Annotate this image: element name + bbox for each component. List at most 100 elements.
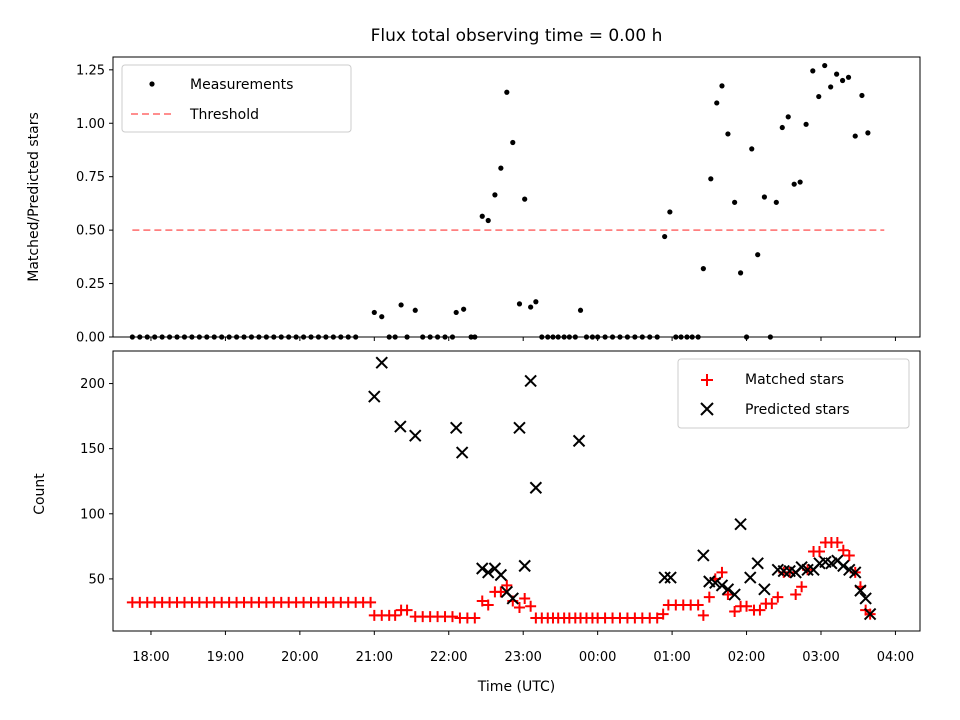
matched-stars-point xyxy=(697,609,709,621)
measurement-point xyxy=(504,89,510,95)
measurement-point xyxy=(749,146,755,152)
matched-stars-point xyxy=(722,589,734,601)
predicted-stars-point xyxy=(744,571,757,584)
measurement-point xyxy=(845,74,852,80)
bottom-xtick-label: 20:00 xyxy=(281,650,318,665)
matched-stars-point xyxy=(813,546,825,558)
bottom-xtick-label: 03:00 xyxy=(802,650,839,665)
measurement-point xyxy=(533,299,539,305)
predicted-stars-point xyxy=(368,390,381,403)
top-legend: Measurements Threshold xyxy=(121,64,352,133)
measurement-point xyxy=(662,233,668,240)
bottom-ytick-label: 150 xyxy=(80,442,105,457)
measurement-point xyxy=(708,176,714,182)
predicted-stars-legend-marker xyxy=(700,402,714,416)
matched-stars-point xyxy=(389,609,401,621)
measurement-point xyxy=(822,62,828,69)
matched-stars-point xyxy=(837,544,849,556)
top-chart-title: Flux total observing time = 0.00 h xyxy=(371,26,663,46)
predicted-stars-point xyxy=(854,584,867,597)
matched-stars-point xyxy=(495,586,507,598)
measurement-point xyxy=(510,139,516,146)
matched-stars-point xyxy=(501,579,513,591)
top-ytick-label: 1.25 xyxy=(76,63,105,78)
matched-stars-point xyxy=(401,604,413,616)
predicted-stars-point xyxy=(494,568,508,582)
bottom-xtick-label: 04:00 xyxy=(877,650,914,665)
predicted-stars-point xyxy=(715,579,729,592)
predicted-stars-point xyxy=(863,607,877,621)
measurement-point xyxy=(577,307,584,313)
predicted-stars-point xyxy=(728,588,741,601)
matched-stars-point xyxy=(772,591,784,603)
measurement-point xyxy=(700,266,706,272)
predicted-stars-series xyxy=(368,356,877,621)
matched-stars-point xyxy=(692,599,704,611)
measurement-point xyxy=(773,199,779,205)
top-x-axis xyxy=(150,337,896,341)
measurements-legend-marker xyxy=(149,81,155,87)
predicted-stars-point xyxy=(449,421,463,435)
matched-stars-point xyxy=(796,581,808,593)
matched-stars-point xyxy=(831,536,843,548)
measurement-point xyxy=(834,71,840,77)
predicted-stars-point xyxy=(837,559,850,573)
predicted-stars-point xyxy=(482,566,495,579)
predicted-stars-point xyxy=(455,446,469,459)
predicted-stars-point xyxy=(524,374,537,388)
matched-stars-point xyxy=(790,589,802,601)
predicted-stars-point xyxy=(409,429,422,442)
matched-stars-legend-marker xyxy=(701,374,713,386)
measurement-point xyxy=(516,301,523,307)
bottom-xtick-label: 21:00 xyxy=(356,650,393,665)
threshold-legend-label: Threshold xyxy=(189,107,259,123)
predicted-stars-point xyxy=(734,518,747,531)
predicted-stars-point xyxy=(394,420,407,433)
measurement-point xyxy=(719,83,725,89)
bottom-y-axis-label: Count xyxy=(32,473,48,515)
bottom-x-axis: 18:00 19:00 20:00 21:00 22:00 23:00 00:00 01:00… xyxy=(132,631,914,665)
matched-stars-point xyxy=(469,612,481,624)
bottom-x-axis-label: Time (UTC) xyxy=(477,679,555,695)
bottom-legend: Matched stars Predicted stars xyxy=(677,358,910,429)
measurement-point xyxy=(667,209,673,215)
bottom-plot-frame xyxy=(112,350,921,632)
top-ytick-label: 1.00 xyxy=(76,117,105,132)
matched-stars-point xyxy=(716,566,728,578)
measurement-point xyxy=(714,100,720,106)
bottom-xtick-label: 23:00 xyxy=(504,650,541,665)
measurement-point xyxy=(791,181,797,187)
measurement-point xyxy=(732,199,738,205)
top-ytick-label: 0.00 xyxy=(76,331,105,346)
bottom-ytick-label: 50 xyxy=(88,572,105,587)
predicted-stars-point xyxy=(859,592,872,605)
predicted-stars-point xyxy=(664,571,677,584)
measurement-point xyxy=(865,130,871,136)
top-legend-box xyxy=(121,64,352,133)
matched-stars-point xyxy=(657,608,669,620)
predicted-stars-point xyxy=(758,583,771,596)
measurement-point xyxy=(761,194,768,200)
bottom-xtick-label: 01:00 xyxy=(653,650,690,665)
measurement-point xyxy=(461,306,467,312)
bottom-xtick-label: 02:00 xyxy=(728,650,765,665)
bottom-xtick-label: 00:00 xyxy=(579,650,616,665)
matched-stars-point xyxy=(729,605,741,617)
predicted-stars-point xyxy=(721,583,735,596)
measurement-point xyxy=(498,165,504,171)
matched-stars-point xyxy=(703,591,715,603)
top-plot-frame xyxy=(112,56,921,338)
measurement-point xyxy=(492,192,498,198)
top-ytick-label: 0.25 xyxy=(76,277,105,292)
top-y-axis-label: Matched/Predicted stars xyxy=(26,112,42,282)
matched-stars-point xyxy=(754,604,766,616)
matched-stars-point xyxy=(513,602,525,614)
predicted-stars-point xyxy=(476,562,489,575)
bottom-y-axis: 50 100 150 200 xyxy=(80,377,113,587)
measurement-point xyxy=(785,114,791,120)
measurement-point xyxy=(852,133,858,139)
predicted-stars-legend-label: Predicted stars xyxy=(745,402,850,418)
measurements-legend-label: Measurements xyxy=(190,77,293,93)
bottom-xtick-label: 19:00 xyxy=(207,650,244,665)
top-ytick-label: 0.50 xyxy=(76,224,105,239)
